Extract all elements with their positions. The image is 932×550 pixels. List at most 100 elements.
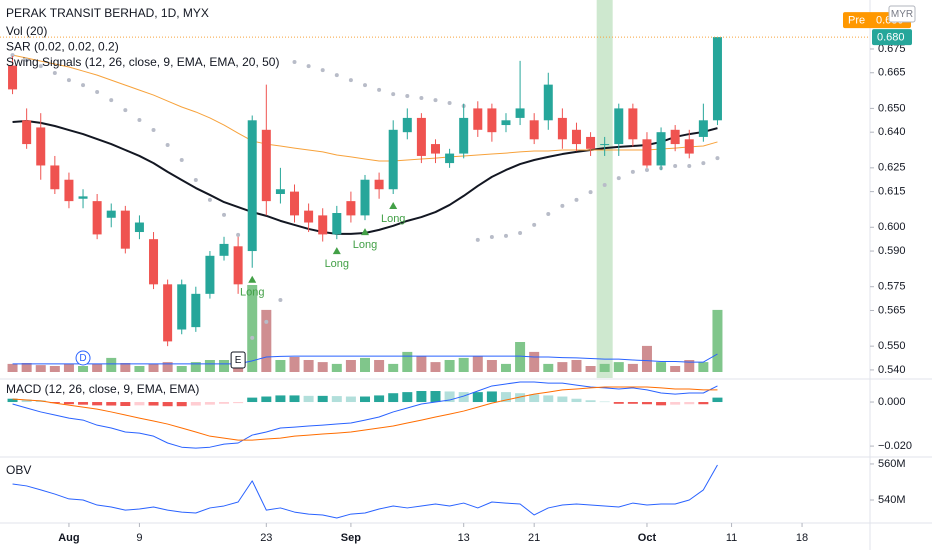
- sar-dot: [588, 190, 593, 195]
- signal-marker: [389, 201, 398, 209]
- volume-bar: [585, 366, 596, 372]
- candle-body: [8, 65, 18, 90]
- y-tick-label: 0.665: [878, 67, 906, 79]
- x-tick-label: 18: [796, 532, 808, 544]
- sar-dot: [715, 156, 720, 161]
- candle-body: [529, 120, 539, 140]
- histogram-bar: [63, 402, 74, 405]
- candle-body: [402, 117, 412, 133]
- histogram-bar: [176, 402, 187, 407]
- sar-dot: [38, 64, 43, 69]
- sar-dot: [278, 298, 283, 303]
- histogram-bar: [458, 392, 469, 403]
- histogram-bar: [472, 392, 483, 403]
- obv-line: [12, 464, 718, 519]
- candle-body: [219, 243, 229, 256]
- sar-dot: [644, 167, 649, 172]
- candle-body: [163, 284, 173, 342]
- x-tick-label: Oct: [638, 532, 657, 544]
- sar-dot: [123, 108, 128, 113]
- volume-bar: [388, 363, 399, 372]
- x-tick-label: Sep: [341, 532, 361, 544]
- volume-bar: [486, 360, 497, 372]
- volume-bar: [49, 366, 60, 372]
- histogram-bar: [317, 395, 328, 403]
- candle-body: [642, 139, 652, 166]
- candle-body: [388, 129, 398, 190]
- candle-body: [712, 37, 722, 121]
- sar-dot: [574, 197, 579, 202]
- histogram-bar: [247, 397, 258, 403]
- sar-dot: [222, 212, 227, 217]
- sar-dot: [334, 73, 339, 78]
- volume-bar: [63, 363, 74, 372]
- volume-bar: [345, 360, 356, 372]
- histogram-bar: [148, 402, 159, 406]
- candle-body: [36, 127, 46, 166]
- volume-bar: [289, 357, 300, 372]
- histogram-bar: [275, 395, 286, 403]
- histogram-bar: [416, 391, 427, 403]
- sar-dot: [52, 70, 57, 75]
- volume-bar: [641, 345, 652, 372]
- sar-dot: [560, 203, 565, 208]
- sar-dot: [447, 100, 452, 105]
- volume-bar: [571, 360, 582, 372]
- histogram-bar: [684, 402, 695, 405]
- histogram-bar: [120, 402, 131, 406]
- volume-bar: [7, 363, 18, 372]
- sar-dot: [363, 83, 368, 88]
- volume-bar: [529, 351, 540, 372]
- volume-bar: [120, 363, 131, 372]
- event-marker: [75, 350, 91, 366]
- candle-body: [50, 165, 60, 190]
- candle-body: [487, 108, 497, 133]
- sar-dot: [546, 211, 551, 216]
- x-tick-label: Aug: [58, 532, 79, 544]
- x-tick-label: 9: [136, 532, 142, 544]
- volume-bar: [190, 362, 201, 372]
- signal-marker: [332, 247, 341, 255]
- candle-body: [177, 284, 187, 330]
- candle-body: [191, 293, 201, 328]
- sar-dot: [250, 335, 255, 340]
- sar-dot: [602, 182, 607, 187]
- indicator-label: SAR (0.02, 0.02, 0.2): [6, 40, 119, 54]
- candle-body: [628, 108, 638, 140]
- histogram-bar: [444, 391, 455, 403]
- candle-body: [149, 239, 159, 285]
- volume-bar: [543, 363, 554, 372]
- volume-bar: [78, 366, 89, 372]
- sar-dot: [673, 163, 678, 168]
- candle-body: [473, 108, 483, 130]
- signal-label: Long: [240, 287, 264, 299]
- volume-bar: [430, 362, 441, 372]
- indicator-label: Vol (20): [6, 24, 47, 38]
- y-tick-label: 0.625: [878, 162, 906, 174]
- histogram-bar: [515, 393, 526, 403]
- y-tick-label: 0.540: [878, 364, 906, 376]
- candle-body: [571, 129, 581, 145]
- last-price-label: 0.680: [877, 31, 905, 43]
- sar-dot: [391, 92, 396, 97]
- candle-body: [586, 136, 596, 149]
- histogram-bar: [613, 402, 624, 404]
- sar-dot: [151, 128, 156, 133]
- event-label: E: [235, 355, 242, 366]
- histogram-bar: [388, 393, 399, 403]
- candle-body: [22, 120, 32, 145]
- candle-body: [92, 201, 102, 235]
- sar-dot: [137, 118, 142, 123]
- signal-label: Long: [325, 258, 349, 270]
- sar-dot: [320, 68, 325, 73]
- x-tick-label: 21: [528, 532, 540, 544]
- sar-dot: [10, 53, 15, 58]
- y-tick-label: 0.615: [878, 186, 906, 198]
- histogram-bar: [360, 396, 371, 403]
- histogram-bar: [599, 401, 610, 403]
- histogram-bar: [78, 402, 89, 405]
- histogram-bar: [627, 402, 638, 404]
- histogram-bar: [303, 395, 314, 403]
- candle-body: [360, 179, 370, 216]
